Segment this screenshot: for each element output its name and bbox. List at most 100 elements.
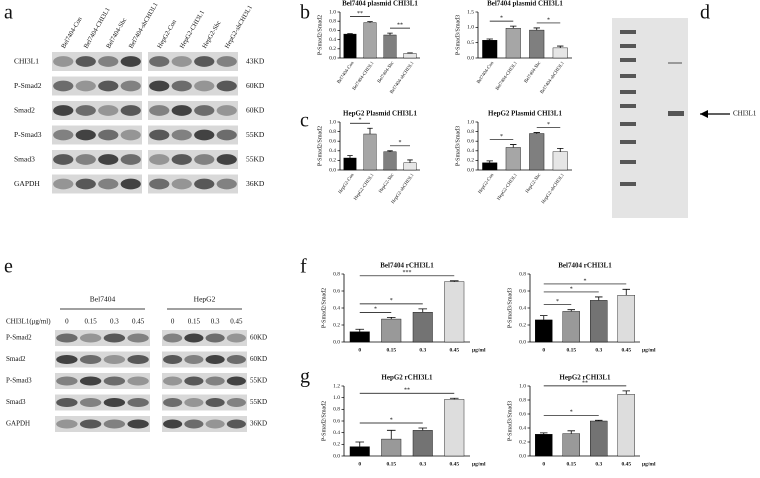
blot-size-label: 60KD [246,81,265,90]
blot-strip [162,416,247,432]
blot-band [98,129,119,141]
error-bar [557,148,564,152]
faint-band [668,62,682,64]
blot-column-label: Bel7404-shCHI3L1 [128,2,160,50]
significance-label: ** [582,380,588,386]
bar [403,53,417,59]
y-tick-label: 0.2 [329,46,336,52]
blot-band [163,355,183,364]
significance-label: * [390,417,393,423]
bar [444,281,465,343]
x-tick-label: Bel7404-Con [476,60,495,85]
blot-row-label: Smad3 [6,398,26,406]
blot-band [79,376,102,386]
dose-label: CHI3L1(μg/ml) [6,318,51,326]
y-tick-label: 1.5 [467,9,474,15]
blot-row-label: Smad2 [14,106,35,115]
bar [590,300,608,343]
bar [363,133,377,171]
panel-letter: c [300,110,309,132]
blot-column-label: Bel7404-Con [60,15,84,49]
blot-strip [55,330,150,346]
bar [444,399,465,457]
blot-size-label: 55KD [246,130,265,139]
y-tick-label: 0.6 [519,411,526,417]
y-tick-label: 0.4 [333,305,340,311]
blot-strip [52,101,142,120]
y-tick-label: 0.4 [329,37,336,43]
x-tick-label: 0 [542,347,545,353]
bar [617,394,635,457]
blot-band [127,419,149,429]
gel-label: CHI3L1 [733,110,757,118]
y-tick-label: 1.0 [467,25,474,31]
significance-label: * [547,17,550,23]
blot-band [171,129,192,141]
y-axis-label: P-Smad2/Smad2 [321,401,327,441]
panel-letter: f [300,256,307,278]
blot-size-label: 60KD [250,334,267,342]
y-tick-label: 0.6 [333,418,340,424]
blot-band [79,419,102,429]
blot-band [205,355,225,364]
blot-band [194,80,215,92]
panel-letter: d [700,2,710,24]
panel-letter: b [300,2,310,24]
blot-band [149,178,170,190]
blot-band [120,105,141,116]
bar [412,312,433,343]
blot-band [75,105,96,116]
dose-value: 0.45 [132,318,145,326]
x-tick-label: HepG2-Con [478,172,496,195]
y-tick-label: 0.2 [333,322,340,328]
y-axis-label: P-Smad3/Smad3 [455,15,461,55]
bar [562,433,580,457]
blot-strip [162,373,247,389]
panel-letter: e [4,256,13,278]
blot-band [56,398,78,407]
chart-title: HepG2 rCHI3L1 [559,374,611,382]
x-tick-label: HepG2-Con [338,172,356,195]
blot-band [205,376,225,386]
blot-band [103,355,126,364]
x-tick-label: 0.15 [386,461,396,467]
significance-label: * [584,278,587,284]
error-bar [418,427,428,431]
y-tick-label: 1.2 [333,383,340,389]
blot-row-label: P-Smad3 [6,377,32,385]
arrow-head [700,110,708,118]
blot-band [171,178,192,190]
blot-band [120,80,141,92]
blot-strip [52,150,142,169]
error-bar [567,430,576,434]
x-tick-label: 0 [358,347,361,353]
blot-band [216,56,237,67]
dose-value: 0.3 [211,318,220,326]
blot-strip [148,174,238,194]
y-tick-label: 0.8 [519,397,526,403]
x-tick-label: 0.15 [566,461,576,467]
blot-row-label: Smad3 [14,155,35,164]
error-bar [567,309,576,312]
blot-band [149,80,170,92]
chart-title: HepG2 rCHI3L1 [381,374,433,382]
y-tick-label: 0.6 [519,288,526,294]
x-unit-label: μg/ml [472,347,486,353]
blot-size-label: 55KD [246,155,265,164]
y-tick-label: 0.2 [467,158,474,164]
bar [412,430,433,457]
significance-label: * [547,122,550,128]
blot-band [103,376,126,386]
y-tick-label: 0.0 [333,339,340,345]
blot-strip [52,125,142,145]
blot-band [184,333,204,343]
y-tick-label: 0.8 [329,129,336,135]
y-tick-label: 0.6 [329,138,336,144]
bar [383,151,397,171]
blot-band [194,56,215,67]
blot-row-label: P-Smad2 [14,81,42,90]
significance-label: ** [357,11,363,17]
blot-strip [55,373,150,389]
bar [535,319,553,343]
error-bar [533,132,540,134]
